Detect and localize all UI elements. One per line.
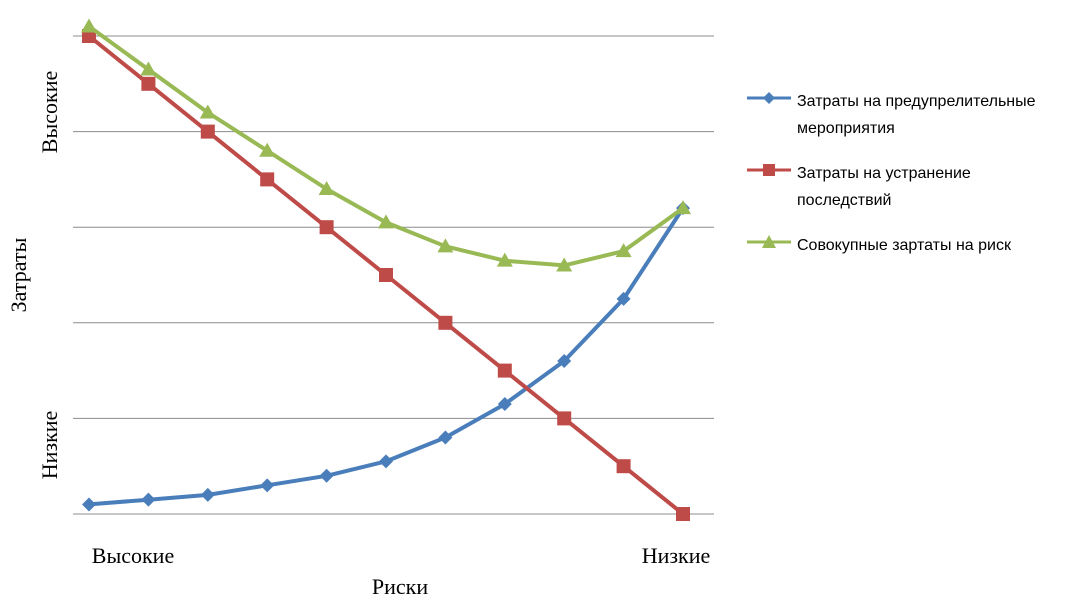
data-point-total [378,214,394,229]
y-axis-label: Затраты [6,237,31,312]
legend-label-prevention: Затраты на предупрелительные мероприятия [797,93,1036,137]
data-point-total [675,200,691,215]
data-point-consequences [82,29,96,43]
legend-label-consequences: Затраты на устранение последствий [797,165,971,209]
data-point-prevention [379,454,393,469]
series-prevention [82,201,690,512]
data-point-total [140,61,157,76]
legend-item-consequences: Затраты на устранение последствий [745,160,1065,214]
legend-swatch-triangle [747,235,791,248]
data-point-prevention [200,487,215,502]
data-point-total [199,104,216,119]
data-point-consequences [438,315,453,330]
legend: Затраты на предупрелительные мероприятия… [745,88,1065,277]
data-point-consequences [676,507,690,521]
data-point-prevention [438,430,453,445]
legend-swatch-square [747,164,791,176]
data-point-prevention [319,468,334,483]
gridlines [73,35,714,515]
data-point-prevention [141,492,156,507]
data-point-prevention [260,478,275,493]
x-tick-label-left: Высокие [92,543,174,568]
y-tick-label-top: Высокие [37,71,62,153]
y-tick-label-bottom: Низкие [37,411,62,480]
series-total [81,18,691,272]
data-point-consequences [616,459,631,474]
legend-swatch-diamond [747,92,791,104]
data-point-total [437,238,454,253]
data-point-total [615,243,632,258]
data-point-total [259,142,276,157]
data-point-total [496,252,513,267]
data-point-consequences [497,363,512,378]
series-line-total [87,24,685,268]
data-point-consequences [319,220,334,235]
data-point-total [556,257,573,272]
data-point-consequences [200,124,215,139]
x-tick-label-right: Низкие [642,543,711,568]
series-consequences [82,29,690,521]
data-point-consequences [379,268,393,282]
data-point-consequences [141,76,156,91]
legend-label-total: Совокупные зартаты на риск [797,237,1011,254]
legend-item-prevention: Затраты на предупрелительные мероприятия [745,88,1065,142]
data-point-prevention [82,497,96,512]
data-point-prevention [616,291,631,306]
data-point-total [81,18,97,33]
data-point-prevention [497,397,512,412]
data-point-total [318,180,335,195]
data-point-prevention [557,354,572,369]
data-point-consequences [260,172,275,187]
legend-item-total: Совокупные зартаты на риск [745,232,1065,259]
data-point-consequences [557,411,572,426]
x-axis-label: Риски [372,574,428,599]
plot-area [81,18,691,521]
